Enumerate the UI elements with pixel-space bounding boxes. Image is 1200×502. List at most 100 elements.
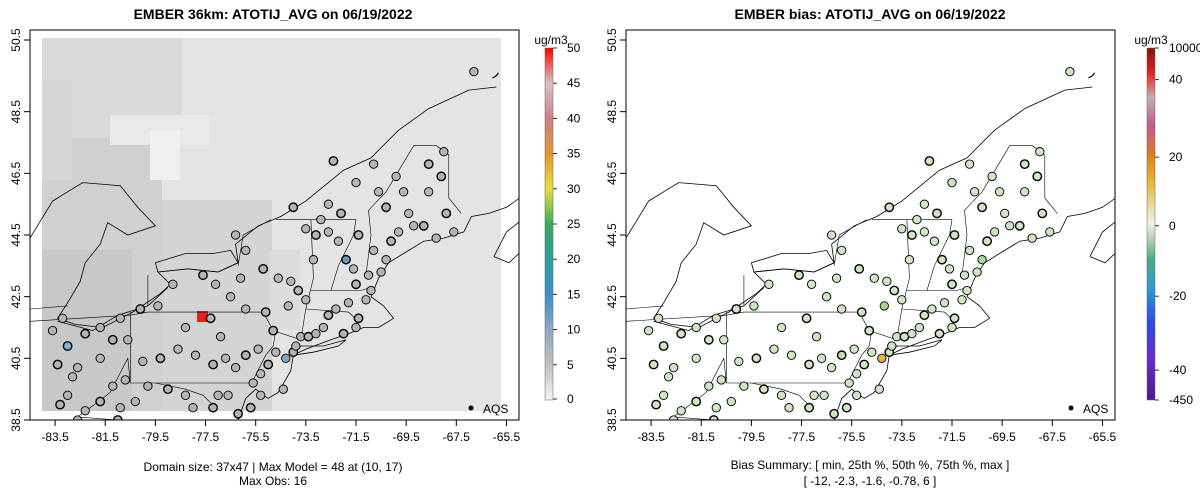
station-marker (230, 230, 241, 240)
station-marker (794, 270, 804, 280)
station-marker (283, 301, 293, 311)
station-marker (711, 403, 721, 413)
x-tick-label: -71.5 (342, 430, 370, 444)
station-marker (398, 187, 409, 197)
colorbar-right-ticks: 10000 40 20 0 -20 -40 -450 (1155, 41, 1200, 407)
colorbar-right (1146, 47, 1156, 401)
station-marker (651, 399, 661, 410)
station-marker (947, 177, 957, 188)
station-marker (381, 255, 391, 265)
station-marker (897, 295, 907, 305)
station-marker (311, 329, 321, 339)
station-marker (676, 328, 687, 339)
station-marker (927, 304, 937, 314)
x-tick-label: -83.5 (41, 430, 69, 444)
station-marker (764, 279, 774, 289)
station-marker (162, 384, 173, 395)
station-marker (912, 214, 922, 225)
colorbar-left-ticks: 0 5 10 15 20 25 30 35 40 45 50 (553, 41, 581, 406)
station-marker (658, 390, 669, 400)
state-border (848, 330, 873, 381)
station-marker (949, 313, 960, 324)
x-tick-label: -83.5 (637, 430, 665, 444)
station-marker (919, 310, 930, 321)
station-marker (308, 255, 319, 265)
station-marker (809, 390, 819, 400)
station-marker (837, 245, 847, 256)
station-marker (318, 322, 329, 333)
station-marker (919, 227, 930, 237)
station-marker (1005, 221, 1015, 231)
station-marker (829, 408, 839, 419)
station-marker (914, 322, 925, 333)
station-marker (256, 390, 266, 400)
y-tick-label: 48.5 (605, 100, 619, 124)
station-marker (648, 359, 659, 370)
station-marker (804, 402, 814, 413)
station-marker (919, 199, 930, 209)
anticosti-island (1088, 72, 1095, 79)
station-marker (62, 390, 73, 400)
station-marker (253, 344, 263, 354)
station-marker (726, 396, 736, 407)
landmass-outline (292, 339, 347, 356)
station-marker (213, 390, 223, 400)
station-marker (852, 390, 862, 400)
station-marker (190, 350, 201, 360)
station-marker (386, 236, 396, 247)
station-marker (769, 344, 779, 354)
y-tick-label: 44.5 (605, 223, 619, 247)
y-tick-label: 50.5 (9, 28, 23, 52)
station-marker (301, 295, 311, 305)
state-border (310, 287, 372, 291)
station-marker (353, 313, 364, 324)
colorbar-tick-label: 15 (567, 287, 581, 301)
station-marker (801, 313, 812, 324)
station-marker (932, 208, 942, 219)
station-marker (731, 304, 742, 314)
station-marker (361, 295, 371, 305)
station-marker (982, 236, 992, 247)
colorbar-tick-label: -450 (1169, 393, 1193, 407)
station-marker (703, 334, 714, 345)
station-marker (138, 356, 148, 367)
station-marker (884, 202, 895, 213)
station-marker (281, 353, 291, 363)
station-marker (260, 307, 271, 317)
station-marker (653, 313, 664, 323)
state-border (833, 219, 867, 266)
y-axis: 38.5 40.5 42.5 44.5 46.5 48.5 50.5 (605, 28, 626, 432)
station-marker (268, 325, 279, 336)
y-tick-label: 44.5 (9, 223, 23, 247)
station-marker (937, 254, 947, 265)
station-marker (95, 322, 105, 333)
station-marker (964, 245, 975, 256)
station-marker (749, 301, 759, 311)
station-marker (831, 273, 842, 283)
station-marker (368, 159, 379, 169)
aqs-legend-marker (468, 405, 474, 411)
colorbar-tick-label: 40 (1169, 73, 1183, 87)
state-border (365, 191, 387, 276)
x-tick-label: -77.5 (192, 430, 220, 444)
station-marker (844, 378, 854, 388)
colorbar-tick-label: 45 (567, 76, 581, 90)
station-marker (658, 341, 669, 351)
station-marker (423, 159, 434, 170)
station-marker (1000, 208, 1010, 219)
station-marker (240, 350, 251, 361)
colorbar-left-units: ug/m3 (534, 33, 568, 47)
station-marker (759, 384, 769, 395)
station-marker (205, 313, 216, 324)
coastline (30, 86, 497, 328)
station-marker (368, 245, 379, 256)
y-tick-label: 48.5 (9, 100, 23, 124)
station-marker (381, 202, 391, 213)
station-marker (947, 279, 957, 290)
model-cell-region (42, 80, 72, 180)
colorbar-tick-label: 30 (567, 182, 581, 196)
station-marker (776, 322, 787, 333)
state-border (30, 305, 68, 310)
station-marker (879, 301, 889, 311)
